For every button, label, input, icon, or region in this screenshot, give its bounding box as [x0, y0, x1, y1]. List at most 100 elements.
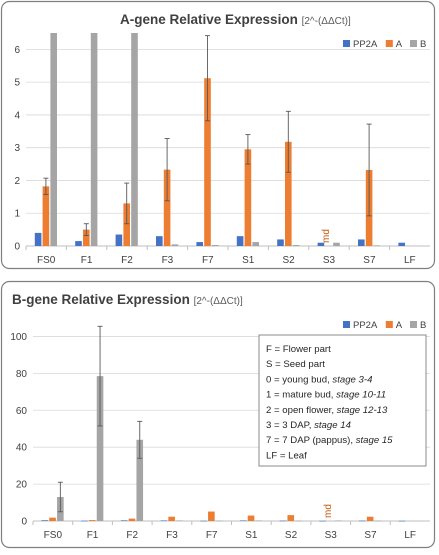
- key-box-line-text: 7 = 7 DAP (pappus),: [266, 435, 356, 446]
- bar-pp2a-lf: [398, 242, 405, 246]
- x-tick-label-fs0: FS0: [37, 255, 56, 266]
- bar-b-s7: [373, 245, 381, 246]
- x-tick-label-f7: F7: [202, 255, 214, 266]
- panel-b-title: B-gene Relative Expression [2^-(ΔΔCt)]: [12, 292, 243, 307]
- bar-b-s3: [333, 242, 340, 246]
- key-box-line-text: 3 = 3 DAP,: [266, 420, 314, 431]
- bar-b-f3: [171, 244, 179, 246]
- annotation-md-s3: md: [323, 504, 334, 518]
- key-box-line: F = Flower part: [266, 344, 331, 355]
- bar-b-s2: [295, 520, 302, 522]
- y-tick-label: 20: [16, 480, 28, 491]
- bar-pp2a-s1: [239, 520, 247, 522]
- y-tick-label: 0: [21, 517, 27, 528]
- x-tick-label-s3: S3: [325, 530, 338, 541]
- panel-a-title: A-gene Relative Expression [2^-(ΔΔCt)]: [120, 12, 351, 27]
- bar-a-f3: [168, 516, 175, 521]
- legend-swatch-pp2a: [343, 40, 350, 47]
- key-box-line: 3 = 3 DAP, stage 14: [266, 420, 351, 431]
- key-box-line-stage: stage 12-13: [337, 405, 388, 416]
- bar-b-f2: [136, 439, 144, 521]
- legend-swatch-a: [385, 321, 393, 328]
- legend-label-b: B: [420, 320, 426, 331]
- bar-pp2a-f2: [115, 234, 123, 246]
- y-tick-label: 3: [14, 143, 20, 154]
- bar-pp2a-f3: [160, 520, 168, 522]
- legend-swatch-a: [385, 40, 393, 47]
- legend-label-a: A: [396, 39, 403, 50]
- key-box-line-stage: stage 3-4: [332, 374, 372, 385]
- x-tick-label-lf: LF: [404, 530, 416, 541]
- legend-label-b: B: [420, 39, 426, 50]
- bar-pp2a-f1: [75, 241, 82, 246]
- bar-pp2a-lf: [398, 520, 406, 522]
- key-box-line: 0 = young bud, stage 3-4: [266, 374, 372, 385]
- key-box-line-text: 1 = mature bud,: [266, 390, 336, 401]
- bar-pp2a-f7: [196, 242, 203, 246]
- key-box-line-text: S = Seed part: [266, 359, 325, 370]
- bar-a-s1: [247, 515, 255, 521]
- x-tick-label-fs0: FS0: [44, 530, 63, 541]
- bar-b-s2: [292, 245, 300, 246]
- legend-swatch-b: [410, 40, 417, 47]
- key-box-line-text: 0 = young bud,: [266, 374, 332, 385]
- bar-b-f1: [90, 33, 98, 246]
- key-box-line: 1 = mature bud, stage 10-11: [266, 390, 386, 401]
- x-tick-label-f7: F7: [206, 530, 218, 541]
- bar-pp2a-s2: [277, 239, 284, 246]
- y-tick-label: 0: [14, 242, 20, 253]
- bar-a-f1: [88, 520, 96, 521]
- bar-b-f7: [212, 245, 219, 246]
- bar-b-s3: [334, 520, 342, 522]
- bar-b-f3: [176, 520, 183, 522]
- x-tick-label-s2: S2: [282, 255, 295, 266]
- y-tick-label: 5: [14, 78, 20, 89]
- y-tick-label: 80: [16, 369, 28, 380]
- bar-pp2a-f1: [81, 520, 88, 522]
- y-tick-label: 1: [14, 209, 20, 220]
- bar-a-f7: [208, 511, 215, 521]
- key-box-line-text: F = Flower part: [266, 344, 331, 355]
- key-box-line: 2 = open flower, stage 12-13: [266, 405, 388, 416]
- x-tick-label-f2: F2: [126, 530, 138, 541]
- bar-b-s1: [255, 520, 263, 522]
- bar-a-f3: [163, 169, 171, 246]
- bar-a-fs0: [42, 186, 50, 246]
- bar-b-f7: [215, 520, 223, 522]
- x-tick-label-s1: S1: [242, 255, 255, 266]
- panel-a-frame: [0, 0, 436, 270]
- bar-pp2a-s3: [317, 242, 325, 246]
- x-tick-label-s7: S7: [363, 255, 376, 266]
- key-box-line-text: 2 = open flower,: [266, 405, 337, 416]
- key-box-line: S = Seed part: [266, 359, 325, 370]
- key-box-line-stage: stage 15: [356, 435, 393, 446]
- bar-a-s2: [285, 141, 292, 246]
- y-tick-label: 100: [10, 332, 27, 343]
- bar-a-s7: [366, 516, 374, 521]
- x-tick-label-s2: S2: [285, 530, 298, 541]
- y-tick-label: 40: [16, 443, 28, 454]
- bar-a-s2: [287, 515, 295, 521]
- x-tick-label-lf: LF: [404, 255, 416, 266]
- legend-swatch-pp2a: [343, 321, 350, 328]
- x-tick-label-s7: S7: [364, 530, 377, 541]
- x-tick-label-s3: S3: [323, 255, 336, 266]
- key-box-line: LF = Leaf: [266, 450, 307, 461]
- y-tick-label: 4: [14, 110, 20, 121]
- y-tick-label: 2: [14, 176, 20, 187]
- bar-pp2a-s7: [359, 520, 366, 522]
- bar-pp2a-s3: [319, 520, 326, 522]
- panel-a-legend: PP2A A B: [343, 39, 426, 50]
- bar-a-s1: [244, 149, 252, 246]
- bar-pp2a-s7: [358, 239, 365, 246]
- bar-pp2a-s1: [236, 236, 244, 246]
- x-tick-label-f3: F3: [166, 530, 178, 541]
- bar-b-s7: [374, 520, 382, 522]
- key-box-line-text: LF = Leaf: [266, 450, 307, 461]
- x-tick-label-f1: F1: [81, 255, 93, 266]
- x-tick-label-f2: F2: [121, 255, 133, 266]
- y-tick-label: 60: [16, 406, 28, 417]
- legend-label-a: A: [396, 320, 403, 331]
